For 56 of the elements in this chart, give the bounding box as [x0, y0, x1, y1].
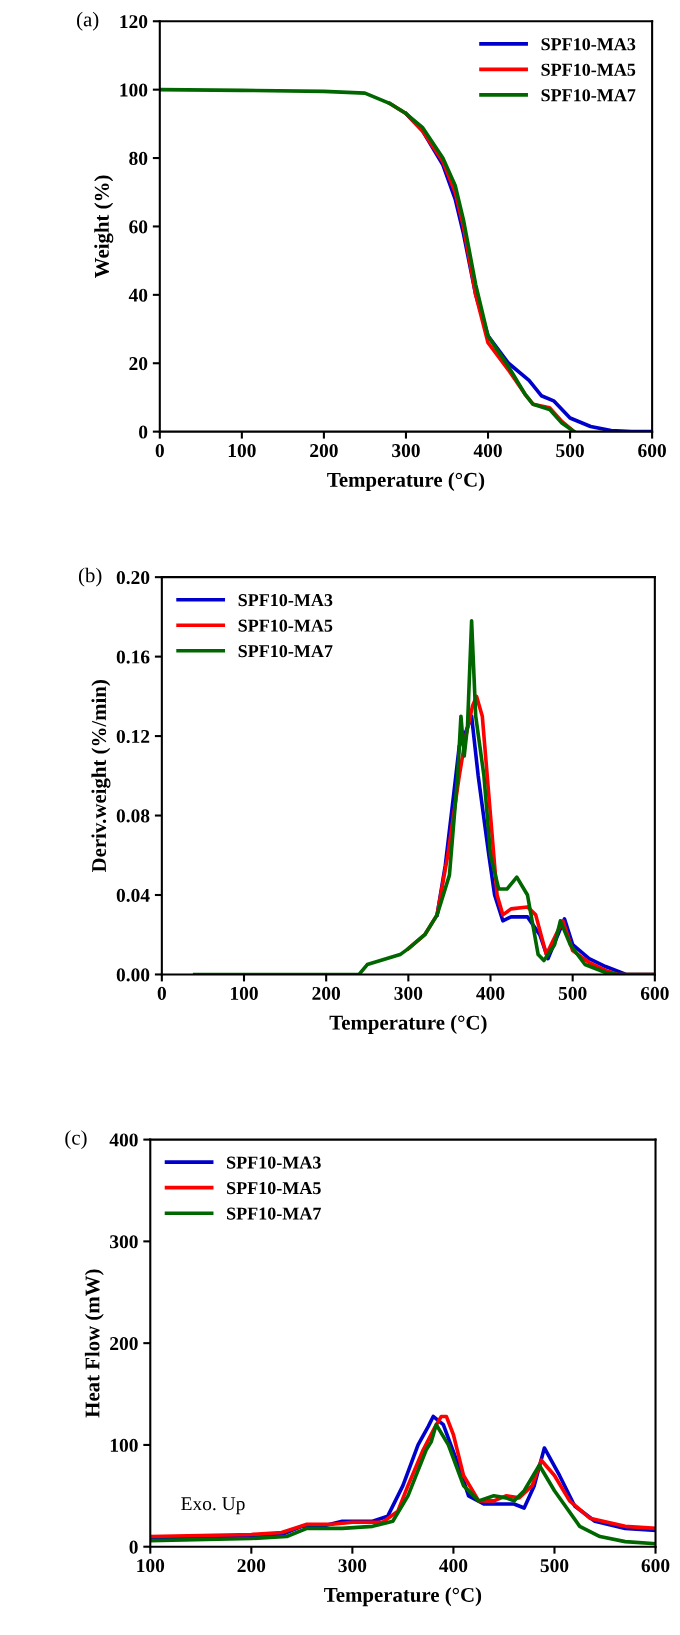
- legend-label: SPF10-MA3: [541, 38, 636, 51]
- legend-label: SPF10-MA3: [238, 594, 333, 607]
- y-tick-label: 60: [129, 220, 148, 234]
- x-tick-label: 300: [338, 1559, 367, 1573]
- x-axis-title: Temperature (°C): [329, 1015, 487, 1034]
- y-tick-label: 120: [120, 15, 148, 29]
- x-tick-label: 400: [473, 444, 502, 458]
- x-axis-title: Temperature (°C): [327, 472, 485, 492]
- annotation: Exo. Up: [181, 1497, 245, 1515]
- y-tick-label: 40: [128, 288, 148, 302]
- x-tick-label: 600: [638, 444, 666, 458]
- y-tick-label: 20: [129, 357, 148, 371]
- x-tick-label: 300: [392, 444, 420, 458]
- legend-label: SPF10-MA7: [541, 89, 636, 102]
- legend-label: SPF10-MA7: [238, 645, 333, 658]
- y-tick-label: 100: [110, 1438, 138, 1452]
- y-tick-label: 100: [120, 83, 148, 97]
- y-tick-label: 200: [110, 1336, 138, 1351]
- y-tick-label: 0.20: [116, 570, 150, 585]
- y-tick-label: 0.04: [116, 888, 150, 903]
- y-tick-label: 0.08: [116, 809, 150, 823]
- legend-label: SPF10-MA5: [227, 1181, 321, 1195]
- x-tick-label: 600: [641, 1559, 670, 1573]
- x-tick-label: 500: [558, 986, 587, 1000]
- y-tick-label: 0: [129, 1540, 138, 1554]
- x-tick-label: 0: [157, 986, 166, 1000]
- x-tick-label: 100: [228, 444, 256, 458]
- x-tick-label: 200: [312, 986, 341, 1000]
- legend-label: SPF10-MA5: [238, 619, 333, 632]
- chart-title: (a): [77, 11, 99, 31]
- y-axis-title: Weight (%): [94, 175, 114, 278]
- x-tick-label: 600: [640, 986, 669, 1000]
- y-axis-title: Deriv.weight (%/min): [91, 680, 111, 873]
- x-tick-label: 500: [540, 1559, 569, 1573]
- x-tick-label: 500: [556, 444, 584, 458]
- x-tick-label: 0: [155, 444, 164, 458]
- legend-label: SPF10-MA5: [541, 63, 636, 76]
- x-tick-label: 200: [237, 1559, 266, 1573]
- x-axis-title: Temperature (°C): [324, 1587, 482, 1607]
- legend-label: SPF10-MA7: [227, 1207, 321, 1220]
- x-tick-label: 300: [394, 986, 423, 1000]
- y-tick-label: 0.00: [116, 968, 150, 982]
- y-tick-label: 0: [139, 425, 148, 439]
- y-tick-label: 0.16: [116, 650, 150, 664]
- legend-label: SPF10-MA3: [227, 1156, 321, 1169]
- x-tick-label: 400: [439, 1559, 468, 1573]
- y-tick-label: 80: [129, 151, 148, 165]
- y-axis-title: Heat Flow (mW): [84, 1269, 104, 1418]
- chart-title: (c): [65, 1130, 87, 1150]
- y-tick-label: 300: [110, 1235, 138, 1249]
- chart-title: (b): [78, 567, 102, 587]
- x-tick-label: 200: [310, 444, 338, 458]
- x-tick-label: 100: [230, 986, 258, 1000]
- x-tick-label: 400: [476, 986, 505, 1000]
- y-tick-label: 400: [109, 1133, 138, 1147]
- y-tick-label: 0.12: [116, 729, 150, 744]
